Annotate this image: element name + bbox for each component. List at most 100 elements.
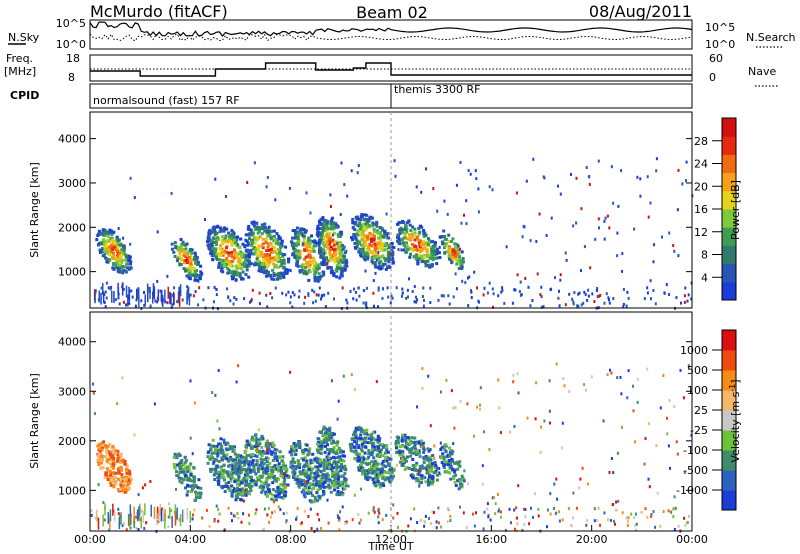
echo-cell bbox=[344, 258, 348, 262]
echo-cell bbox=[300, 471, 304, 475]
echo-cell bbox=[263, 222, 267, 226]
echo-cell bbox=[387, 260, 391, 264]
echo-cell bbox=[279, 471, 283, 475]
scatter-cell bbox=[526, 416, 529, 420]
scatter-cell bbox=[191, 517, 194, 521]
echo-cell bbox=[116, 453, 120, 457]
scatter-cell bbox=[198, 286, 201, 290]
echo-cell bbox=[418, 455, 422, 459]
echo-cell bbox=[371, 431, 375, 435]
echo-cell bbox=[116, 249, 120, 253]
echo-cell bbox=[317, 275, 321, 279]
echo-cell bbox=[242, 468, 246, 471]
echo-cell bbox=[431, 479, 435, 483]
echo-cell bbox=[234, 462, 238, 466]
echo-cell bbox=[365, 213, 369, 217]
echo-cell bbox=[372, 445, 376, 449]
echo-cell bbox=[237, 469, 241, 473]
echo-cell bbox=[245, 439, 249, 443]
echo-cell bbox=[303, 484, 307, 488]
echo-cell bbox=[297, 252, 300, 256]
scatter-cell bbox=[256, 467, 259, 471]
echo-cell bbox=[193, 276, 197, 279]
echo-cell bbox=[246, 490, 250, 494]
echo-cell bbox=[420, 254, 424, 258]
echo-cell bbox=[304, 229, 308, 233]
scatter-cell bbox=[463, 213, 465, 217]
scatter-cell bbox=[413, 507, 416, 511]
echo-cell bbox=[413, 440, 417, 444]
echo-cell bbox=[352, 234, 356, 238]
echo-cell bbox=[322, 468, 326, 472]
echo-cell bbox=[325, 448, 329, 451]
echo-cell bbox=[356, 436, 360, 440]
echo-cell bbox=[372, 480, 376, 484]
echo-cell bbox=[428, 461, 432, 465]
echo-cell bbox=[417, 232, 421, 236]
scatter-cell bbox=[125, 528, 128, 532]
echo-cell bbox=[340, 474, 344, 478]
echo-cell bbox=[216, 454, 220, 458]
streak-cell bbox=[129, 504, 132, 517]
echo-cell bbox=[265, 450, 269, 454]
echo-cell bbox=[335, 462, 339, 466]
echo-cell bbox=[387, 463, 391, 467]
echo-cell bbox=[228, 235, 232, 239]
x-tick-label: 12:00 bbox=[375, 533, 407, 546]
echo-cell bbox=[384, 267, 388, 271]
echo-cell bbox=[108, 478, 112, 482]
echo-cell bbox=[431, 462, 434, 466]
scatter-cell bbox=[285, 293, 288, 297]
echo-cell bbox=[249, 228, 253, 232]
scatter-cell bbox=[608, 298, 610, 302]
scatter-cell bbox=[90, 513, 93, 517]
scatter-cell bbox=[594, 237, 597, 241]
echo-cell bbox=[367, 248, 371, 252]
scatter-cell bbox=[493, 496, 495, 500]
scatter-cell bbox=[353, 287, 355, 291]
scatter-cell bbox=[686, 520, 689, 524]
velocity-ytick-label: 4000 bbox=[58, 336, 86, 349]
echo-cell bbox=[305, 471, 309, 475]
echo-cell bbox=[192, 475, 195, 479]
echo-cell bbox=[279, 264, 283, 268]
scatter-cell bbox=[178, 518, 181, 522]
streak-cell bbox=[181, 510, 184, 523]
echo-cell bbox=[370, 447, 374, 451]
echo-cell bbox=[367, 469, 371, 473]
echo-cell bbox=[406, 455, 409, 459]
echo-cell bbox=[293, 250, 297, 254]
echo-cell bbox=[225, 457, 229, 461]
echo-cell bbox=[249, 489, 253, 493]
cpid-segment-2: themis 3300 RF bbox=[394, 83, 481, 96]
velocity-colorbar-swatch bbox=[722, 370, 736, 391]
echo-cell bbox=[428, 475, 432, 479]
streak-cell bbox=[137, 287, 139, 300]
echo-cell bbox=[373, 230, 377, 234]
echo-cell bbox=[248, 468, 252, 472]
echo-cell bbox=[277, 466, 281, 470]
echo-cell bbox=[453, 469, 457, 473]
echo-cell bbox=[457, 462, 460, 466]
echo-cell bbox=[108, 258, 112, 262]
echo-cell bbox=[239, 470, 243, 474]
echo-cell bbox=[368, 231, 372, 235]
scatter-cell bbox=[339, 510, 342, 514]
scatter-cell bbox=[446, 520, 449, 524]
echo-cell bbox=[274, 258, 278, 262]
echo-cell bbox=[175, 470, 178, 474]
echo-cell bbox=[350, 442, 354, 446]
echo-cell bbox=[430, 469, 433, 473]
echo-cell bbox=[364, 476, 368, 480]
echo-cell bbox=[337, 261, 341, 265]
echo-cell bbox=[308, 253, 312, 257]
scatter-cell bbox=[418, 484, 421, 488]
echo-cell bbox=[221, 242, 225, 245]
echo-cell bbox=[360, 238, 364, 242]
echo-cell bbox=[435, 256, 439, 260]
scatter-cell bbox=[608, 471, 611, 474]
echo-cell bbox=[249, 249, 253, 252]
echo-cell bbox=[451, 459, 455, 463]
scatter-cell bbox=[677, 524, 680, 528]
echo-cell bbox=[303, 487, 307, 490]
